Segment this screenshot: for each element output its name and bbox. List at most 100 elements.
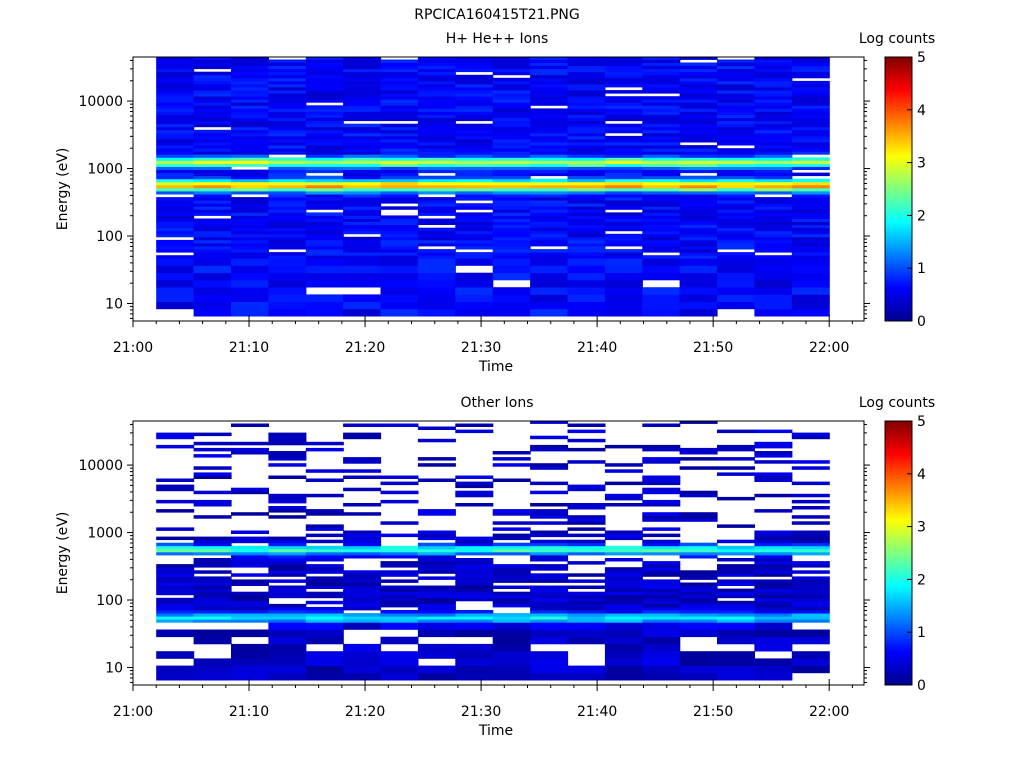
heatmap-cell [380,672,419,681]
heatmap-cell [268,187,307,192]
heatmap-cell [642,236,681,241]
heatmap-cell [530,83,569,88]
heatmap-cell [193,163,232,167]
heatmap-cell [380,218,419,222]
heatmap-cell [679,157,718,161]
heatmap-cell [791,521,830,525]
heatmap-cell [679,622,718,630]
heatmap-cell [156,265,195,274]
heatmap-cell [343,594,382,599]
heatmap-cell [417,545,456,550]
heatmap-cell [679,258,718,266]
heatmap-cell [380,154,419,158]
heatmap-cell [492,597,531,602]
heatmap-cell [791,294,830,302]
heatmap-cell [567,83,606,88]
heatmap-cell [268,272,307,281]
heatmap-cell [604,142,643,146]
heatmap-cell [642,672,681,681]
heatmap-cell [754,117,793,122]
heatmap-cell [343,585,382,589]
heatmap-cell [642,255,681,259]
heatmap-cell [343,59,382,63]
heatmap-cell [193,255,232,259]
heatmap-cell [268,594,307,599]
heatmap-cell [492,200,531,204]
heatmap-cell [567,515,606,519]
heatmap-cell [417,157,456,161]
heatmap-cell [567,57,606,60]
heatmap-cell [380,616,419,620]
heatmap-cell [567,172,606,177]
heatmap-cell [492,218,531,222]
heatmap-cell [343,658,382,666]
heatmap-cell [717,157,755,161]
heatmap-cell [717,496,755,501]
heatmap-cell [268,236,307,241]
heatmap-cell [380,142,419,146]
heatmap-cell [417,209,456,213]
heatmap-cell [567,62,606,66]
heatmap-cell [604,294,643,302]
heatmap-cell [193,166,232,170]
heatmap-cell [455,203,494,207]
heatmap-cell [679,62,718,66]
heatmap-cell [343,651,382,659]
heatmap-cell [156,200,195,204]
heatmap-cell [604,606,643,611]
heatmap-cell [455,142,494,146]
heatmap-cell [343,255,382,259]
heatmap-cell [156,591,195,596]
heatmap-cell [604,74,643,79]
heatmap-cell [268,230,307,235]
heatmap-cell [231,233,269,238]
heatmap-cell [717,59,755,63]
heatmap-cell [679,129,718,134]
heatmap-cell [156,432,195,437]
heatmap-cell [791,249,830,253]
heatmap-cell [305,99,344,103]
heatmap-cell [679,451,718,455]
heatmap-cell [455,475,494,479]
heatmap-cell [455,301,494,310]
heatmap-cell [642,57,681,60]
heatmap-cell [305,224,344,229]
x-tick-label: 21:10 [229,340,269,356]
heatmap-cell [268,145,307,149]
heatmap-cell [679,629,718,638]
heatmap-cell [530,521,569,525]
heatmap-cell [717,665,755,674]
heatmap-cell [380,548,419,553]
heatmap-cell [417,102,456,106]
heatmap-cell [156,597,195,602]
heatmap-cell [268,59,307,63]
heatmap-cell [268,551,307,556]
panel-top: H+ He++ Ions 21:00 21:10 21:20 21:30 21:40 21… [55,31,935,375]
heatmap-cell [604,139,643,143]
heatmap-cell [380,215,419,219]
heatmap-cell [417,151,456,155]
heatmap-cell [530,184,569,189]
heatmap-cell [754,475,793,479]
heatmap-cell [380,588,419,593]
heatmap-cell [380,117,419,122]
heatmap-cell [343,576,382,580]
heatmap-cell [604,619,643,623]
heatmap-cell [156,629,195,638]
heatmap-cell [530,230,569,235]
heatmap-cell [193,142,232,146]
heatmap-cell [231,230,269,235]
heatmap-cell [791,506,830,510]
heatmap-cell [455,294,494,302]
heatmap-cell [231,203,269,207]
heatmap-cell [530,573,569,577]
heatmap-cell [679,145,718,149]
heatmap-cell [492,224,531,229]
heatmap-cell [642,651,681,659]
heatmap-cell [268,71,307,76]
heatmap-cell [530,166,569,170]
heatmap-cell [604,643,643,652]
heatmap-cell [268,308,307,317]
panel-top-title: H+ He++ Ions [446,31,549,47]
heatmap-cell [380,475,419,479]
